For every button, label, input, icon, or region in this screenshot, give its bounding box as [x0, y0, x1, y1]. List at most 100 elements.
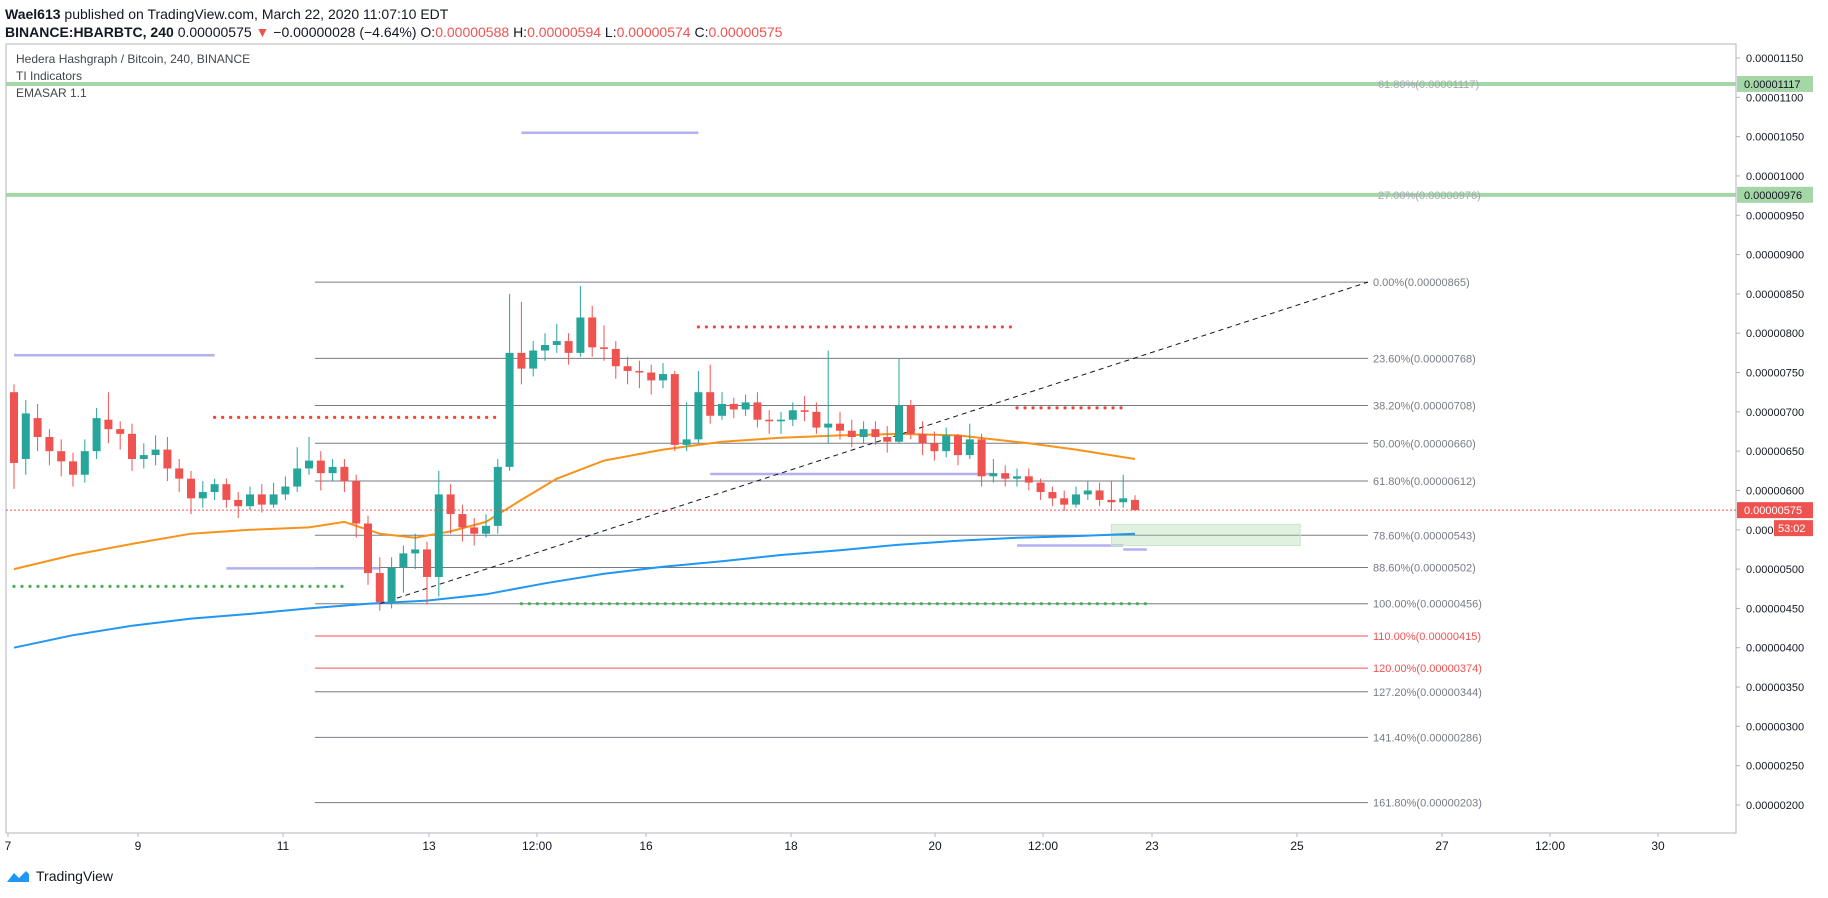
candle[interactable] [128, 423, 136, 471]
candle[interactable] [352, 474, 361, 538]
candle[interactable] [1083, 481, 1092, 500]
candle[interactable] [647, 364, 656, 395]
candle[interactable] [1060, 490, 1069, 511]
candle[interactable] [954, 433, 962, 466]
candle[interactable] [10, 384, 18, 489]
footer-brand[interactable]: TradingView [6, 868, 113, 884]
candle[interactable] [175, 459, 184, 493]
candle[interactable] [847, 419, 856, 448]
candle[interactable] [517, 301, 526, 385]
candle[interactable] [45, 429, 54, 466]
candle[interactable] [800, 396, 809, 422]
candle[interactable] [104, 392, 113, 444]
candle[interactable] [918, 421, 927, 456]
candle[interactable] [1119, 474, 1128, 508]
candle[interactable] [399, 545, 408, 593]
author-name[interactable]: Wael613 [5, 6, 61, 22]
candle[interactable] [293, 447, 302, 493]
candle[interactable] [777, 411, 785, 434]
candle[interactable] [1001, 465, 1010, 487]
candle[interactable] [611, 341, 620, 379]
candle[interactable] [871, 421, 880, 445]
candle[interactable] [552, 323, 561, 353]
candle[interactable] [706, 364, 715, 424]
candle[interactable] [859, 421, 868, 444]
candle[interactable] [340, 459, 349, 493]
candle[interactable] [92, 407, 101, 460]
candle[interactable] [434, 470, 443, 597]
candle[interactable] [446, 484, 455, 534]
ema-slow-line[interactable] [13, 532, 1136, 649]
fib-trend-line[interactable] [379, 281, 1369, 605]
candle[interactable] [930, 431, 939, 461]
candle[interactable] [588, 305, 597, 357]
candle[interactable] [281, 476, 290, 500]
candle[interactable] [694, 370, 703, 444]
candle[interactable] [635, 360, 644, 389]
candle[interactable] [493, 459, 502, 534]
candle[interactable] [57, 439, 66, 477]
candle[interactable] [1048, 486, 1057, 507]
candle[interactable] [1131, 495, 1139, 511]
candle[interactable] [505, 293, 514, 471]
candle[interactable] [541, 333, 549, 361]
candle[interactable] [741, 394, 750, 416]
candle[interactable] [788, 402, 797, 426]
candle[interactable] [80, 439, 89, 483]
candle[interactable] [718, 392, 726, 420]
candle[interactable] [682, 402, 691, 452]
candle[interactable] [812, 402, 821, 434]
candle[interactable] [246, 486, 254, 511]
candle[interactable] [163, 437, 172, 482]
candle[interactable] [1072, 486, 1080, 508]
candle[interactable] [423, 541, 431, 605]
candle[interactable] [895, 358, 903, 444]
candle[interactable] [753, 392, 762, 428]
candle[interactable] [222, 478, 231, 508]
candle[interactable] [458, 504, 467, 542]
candle[interactable] [139, 443, 148, 469]
candle[interactable] [151, 435, 160, 466]
candle[interactable] [1013, 468, 1021, 487]
candle[interactable] [482, 514, 490, 538]
candle[interactable] [529, 341, 538, 377]
candle[interactable] [659, 363, 667, 389]
candle[interactable] [1107, 481, 1116, 511]
candle[interactable] [116, 421, 125, 450]
candle[interactable] [906, 400, 915, 440]
candle[interactable] [1024, 468, 1033, 491]
candle[interactable] [883, 425, 892, 453]
candle[interactable] [729, 397, 738, 419]
candle[interactable] [69, 452, 77, 487]
candle[interactable] [375, 557, 384, 611]
candle[interactable] [210, 478, 219, 500]
candle[interactable] [198, 481, 207, 508]
candle[interactable] [836, 411, 844, 440]
candle[interactable] [765, 410, 774, 434]
candle[interactable] [965, 423, 974, 460]
candle[interactable] [269, 482, 278, 508]
candle[interactable] [824, 350, 833, 444]
candle[interactable] [21, 400, 30, 475]
candle[interactable] [387, 557, 396, 609]
candle[interactable] [989, 459, 998, 483]
legend-indicator-2[interactable]: EMASAR 1.1 [16, 86, 87, 100]
candle[interactable] [670, 370, 679, 452]
candle[interactable] [364, 515, 372, 585]
target-zone-box[interactable] [1110, 523, 1301, 547]
legend-indicator-1[interactable]: TI Indicators [16, 69, 83, 83]
candle[interactable] [187, 470, 195, 515]
candle[interactable] [977, 433, 986, 487]
candle[interactable] [564, 333, 573, 365]
candle[interactable] [411, 533, 420, 570]
candle[interactable] [305, 437, 313, 475]
candle[interactable] [600, 325, 608, 361]
candle[interactable] [33, 403, 42, 452]
candle[interactable] [234, 492, 243, 518]
candle[interactable] [1036, 478, 1045, 500]
candle[interactable] [470, 517, 479, 546]
candle[interactable] [1095, 482, 1104, 507]
candle[interactable] [316, 451, 325, 491]
candle[interactable] [942, 427, 951, 458]
